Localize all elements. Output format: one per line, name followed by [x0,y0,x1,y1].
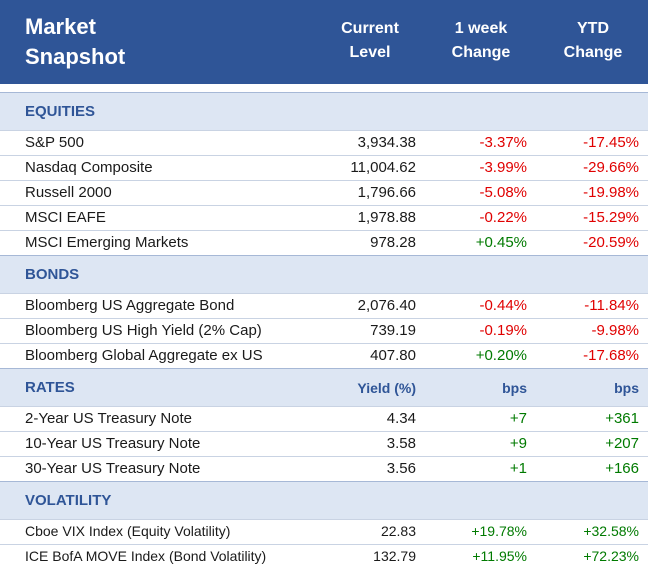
row-1-week-change: -0.22% [479,209,527,226]
row-1-week-change: +0.20% [475,347,527,364]
row-current-level: 11,004.62 [350,159,416,176]
row-name: MSCI Emerging Markets [25,234,189,251]
section-label: EQUITIES [25,103,96,120]
section-equities: EQUITIES [0,92,648,130]
row-ytd-change: -20.59% [583,234,639,251]
table-title: Market Snapshot [25,14,126,69]
row-name: MSCI EAFE [25,209,106,226]
row-1-week-change: +0.45% [475,234,527,251]
row-ytd-change: -11.84% [584,297,639,314]
row-ytd-change: -17.68% [583,347,639,364]
table-row: Cboe VIX Index (Equity Volatility) 22.83 +… [0,519,648,544]
row-ytd-change: -19.98% [583,184,639,201]
row-1-week-change: +1 [509,460,527,477]
section-label: RATES [25,379,75,396]
table-row: Russell 2000 1,796.66 -5.08% -19.98% [0,180,648,205]
row-1-week-change: +19.78% [471,523,527,539]
row-current-level: 132.79 [373,548,416,564]
table-row: 10-Year US Treasury Note 3.58 +9 +207 [0,431,648,456]
row-name: Cboe VIX Index (Equity Volatility) [25,523,231,539]
row-name: 30-Year US Treasury Note [25,460,201,477]
row-name: Bloomberg US High Yield (2% Cap) [25,322,262,339]
table-row: MSCI Emerging Markets 978.28 +0.45% -20.59% [0,230,648,255]
rates-yield-header: Yield (%) [357,380,416,396]
rates-ytd-bps-header: bps [614,380,639,396]
row-current-level: 407.80 [370,347,416,364]
row-current-level: 1,796.66 [357,184,416,201]
row-1-week-change: -3.99% [479,159,527,176]
row-ytd-change: +361 [605,410,639,427]
header-current-level: Current Level [341,20,399,61]
rates-week-bps-header: bps [502,380,527,396]
row-current-level: 978.28 [370,234,416,251]
row-name: 2-Year US Treasury Note [25,410,193,427]
row-1-week-change: -3.37% [479,134,527,151]
table-header: Market Snapshot Current Level 1 week Cha… [0,0,648,84]
row-current-level: 3,934.38 [357,134,416,151]
section-volatility: VOLATILITY [0,481,648,519]
row-current-level: 1,978.88 [357,209,416,226]
table-row: MSCI EAFE 1,978.88 -0.22% -15.29% [0,205,648,230]
row-1-week-change: -0.19% [479,322,527,339]
header-ytd-change: YTD Change [563,20,623,61]
row-1-week-change: +7 [509,410,527,427]
section-bonds: BONDS [0,255,648,293]
row-current-level: 4.34 [386,410,416,427]
section-rates: RATES Yield (%) bps bps [0,368,648,406]
table-row: Nasdaq Composite 11,004.62 -3.99% -29.66% [0,155,648,180]
row-current-level: 2,076.40 [357,297,416,314]
row-current-level: 3.56 [386,460,416,477]
row-ytd-change: -9.98% [591,322,639,339]
row-ytd-change: -17.45% [583,134,639,151]
row-name: Russell 2000 [25,184,112,201]
row-current-level: 22.83 [380,523,416,539]
section-label: VOLATILITY [25,492,112,509]
row-ytd-change: +72.23% [583,548,639,564]
table-row: Bloomberg US High Yield (2% Cap) 739.19 -0… [0,318,648,343]
row-ytd-change: +32.58% [583,523,639,539]
row-1-week-change: +9 [509,435,527,452]
row-ytd-change: -29.66% [583,159,639,176]
row-ytd-change: +166 [605,460,639,477]
table-row: ICE BofA MOVE Index (Bond Volatility) 132… [0,544,648,569]
table-row: S&P 500 3,934.38 -3.37% -17.45% [0,130,648,155]
row-name: S&P 500 [25,134,84,151]
table-row: Bloomberg Global Aggregate ex US 407.80 +0… [0,343,648,368]
header-gap [0,84,648,92]
row-ytd-change: +207 [605,435,639,452]
row-current-level: 3.58 [386,435,416,452]
row-name: Nasdaq Composite [25,159,153,176]
table-row: Bloomberg US Aggregate Bond 2,076.40 -0.44… [0,293,648,318]
row-name: 10-Year US Treasury Note [25,435,201,452]
table-row: 2-Year US Treasury Note 4.34 +7 +361 [0,406,648,431]
row-1-week-change: +11.95% [472,548,527,564]
header-1-week-change: 1 week Change [451,20,511,61]
row-1-week-change: -5.08% [479,184,527,201]
row-name: Bloomberg US Aggregate Bond [25,297,235,314]
table-row: 30-Year US Treasury Note 3.56 +1 +166 [0,456,648,481]
row-name: Bloomberg Global Aggregate ex US [25,347,263,364]
section-label: BONDS [25,266,80,283]
row-ytd-change: -15.29% [583,209,639,226]
row-current-level: 739.19 [370,322,416,339]
row-name: ICE BofA MOVE Index (Bond Volatility) [25,548,267,564]
row-1-week-change: -0.44% [479,297,527,314]
